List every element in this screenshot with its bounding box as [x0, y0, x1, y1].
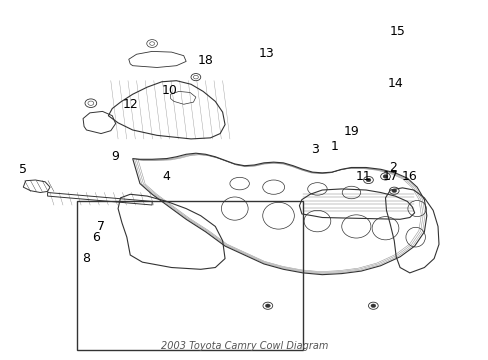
- Circle shape: [391, 189, 396, 193]
- Circle shape: [366, 178, 370, 182]
- Text: 14: 14: [386, 77, 402, 90]
- Text: 6: 6: [92, 231, 100, 244]
- Text: 3: 3: [310, 143, 318, 156]
- Text: 10: 10: [161, 84, 177, 97]
- Text: 1: 1: [330, 140, 338, 153]
- Text: 17: 17: [382, 170, 398, 183]
- Text: 2003 Toyota Camry Cowl Diagram: 2003 Toyota Camry Cowl Diagram: [161, 342, 327, 351]
- Text: 8: 8: [82, 252, 90, 265]
- Circle shape: [265, 304, 270, 307]
- Text: 4: 4: [163, 170, 170, 183]
- Circle shape: [370, 304, 375, 307]
- Text: 11: 11: [355, 170, 371, 183]
- Text: 9: 9: [111, 150, 120, 163]
- Text: 7: 7: [97, 220, 105, 233]
- Text: 12: 12: [122, 99, 138, 112]
- Text: 15: 15: [389, 25, 405, 38]
- Text: 5: 5: [19, 163, 27, 176]
- Bar: [77, 202, 302, 350]
- Text: 2: 2: [388, 161, 396, 174]
- Text: 18: 18: [197, 54, 213, 67]
- Text: 13: 13: [258, 47, 274, 60]
- Text: 16: 16: [401, 170, 417, 183]
- Circle shape: [382, 175, 387, 178]
- Text: 19: 19: [343, 125, 359, 138]
